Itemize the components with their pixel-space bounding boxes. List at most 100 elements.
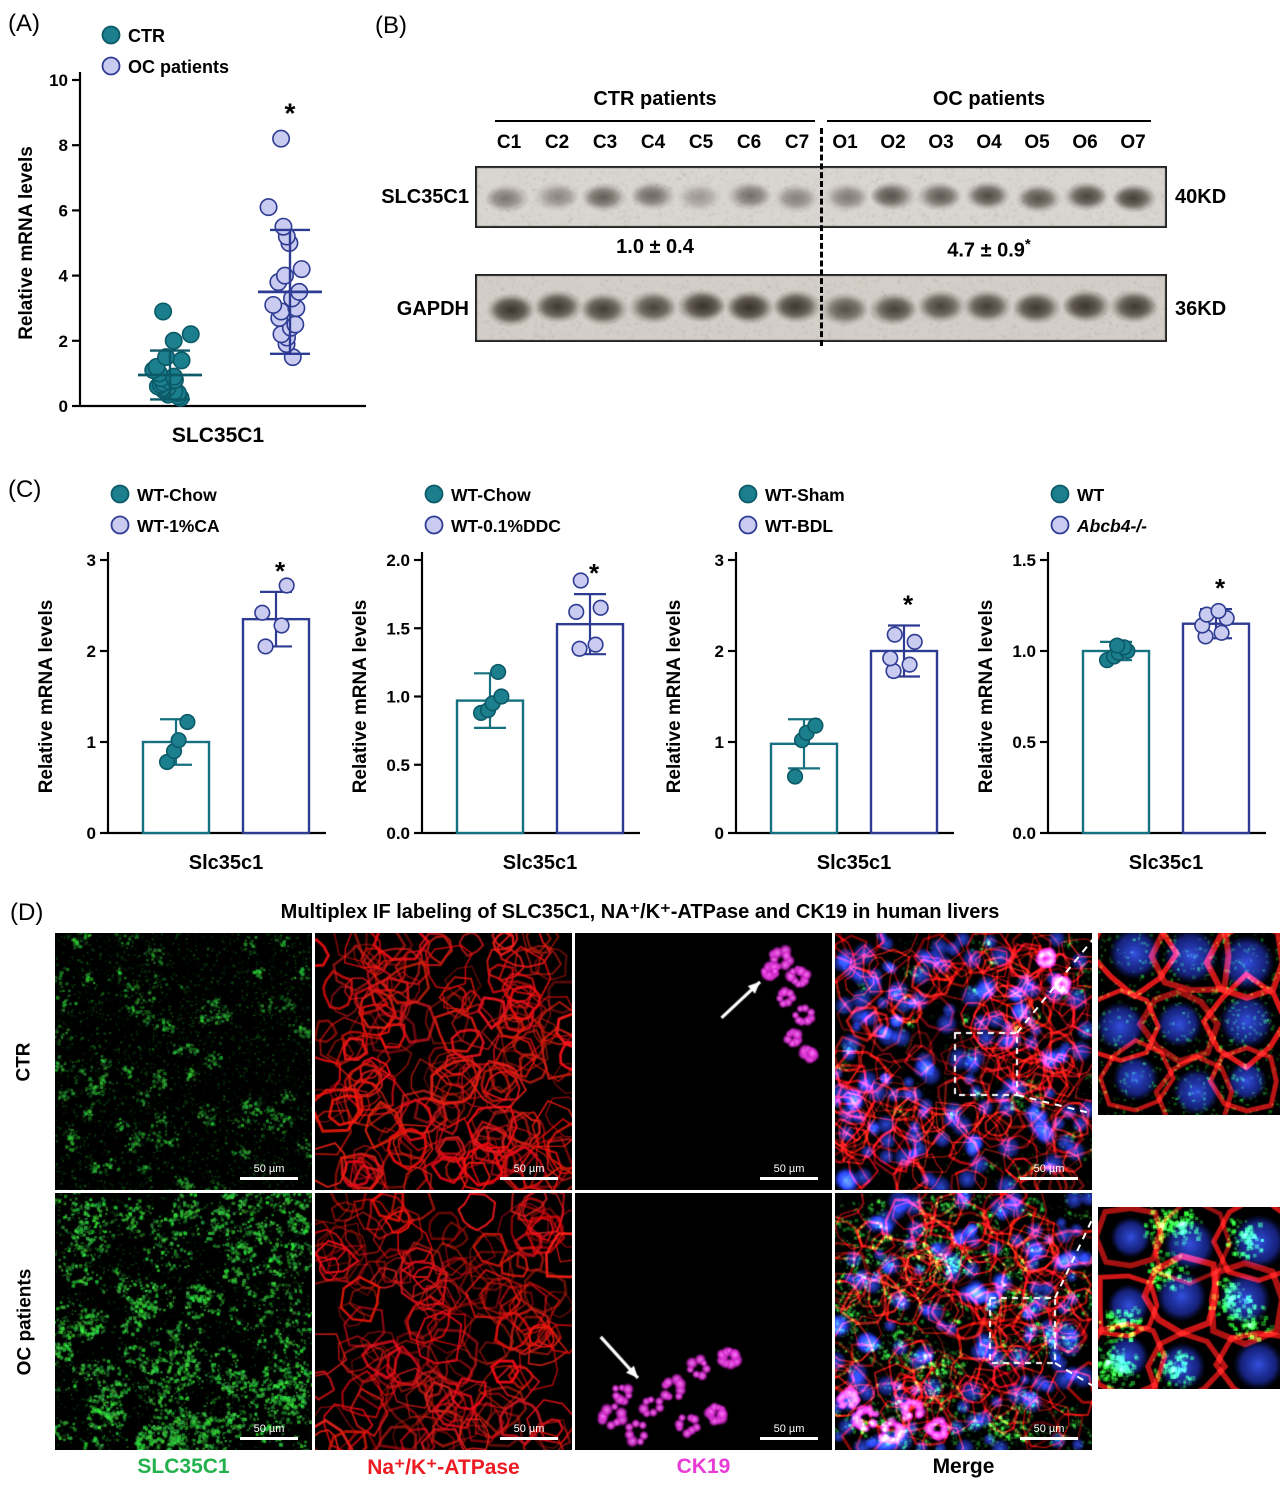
x-axis-label: Slc35c1 (503, 852, 578, 874)
data-point (882, 650, 899, 667)
legend-marker (101, 56, 121, 76)
legend-label: WT-Chow (451, 485, 531, 505)
bar-chart: WT Abcb4-/- 0.0 0.5 1.0 1.5 Relative mRNA leve… (976, 484, 1266, 874)
blot-row-label-slc35c1: SLC35C1 (381, 186, 469, 208)
legend-marker (1050, 484, 1070, 504)
legend-marker (1050, 515, 1070, 535)
panel-c-bar-charts: (C) WT-Chow WT-1%CA 0 1 2 3 Relative mRNA leve… (0, 468, 1280, 890)
data-point (807, 717, 824, 734)
bar-chart: WT-Chow WT-0.1%DDC 0.0 0.5 1.0 1.5 2.0 Relative… (350, 484, 640, 874)
scale-bar: 50 µm (240, 1163, 298, 1180)
chart-c4-abcb4: WT Abcb4-/- 0.0 0.5 1.0 1.5 Relative mRNA leve… (968, 468, 1278, 886)
x-axis-label: SLC35C1 (172, 424, 265, 447)
panel-label-a: (A) (8, 10, 40, 37)
y-tick-label: 6 (59, 201, 68, 220)
scale-bar-label: 50 µm (773, 1423, 805, 1435)
bar (869, 649, 939, 835)
row-label-text: OC patients (14, 1268, 35, 1375)
blot-mw-40kd: 40KD (1175, 186, 1227, 208)
lane-label-o2: O2 (880, 132, 906, 153)
chart-c3-bdl: WT-Sham WT-BDL 0 1 2 3 Relative mRNA levels * Sl… (656, 468, 966, 886)
data-point (592, 599, 609, 616)
scale-bar: 50 µm (760, 1163, 818, 1180)
data-point (164, 331, 183, 350)
data-point (572, 572, 589, 589)
y-tick-label: 10 (49, 71, 68, 90)
data-point (259, 198, 278, 217)
significance-star: * (1215, 573, 1226, 603)
lane-label-c3: C3 (592, 132, 618, 153)
data-point (886, 626, 903, 643)
blot-mw-36kd: 36KD (1175, 298, 1227, 320)
panel-a-scatter: (A) CTR OC patients 0 2 4 6 8 10 Relative mRNA l… (8, 8, 380, 460)
scale-bar-label: 50 µm (513, 1163, 545, 1175)
scale-bar: 50 µm (500, 1423, 558, 1440)
data-point (179, 713, 196, 731)
bar (555, 622, 625, 835)
panel-b-western-blot: (B) CTR patients OC patients C1 C2 C3 C4 C5 C… (375, 8, 1280, 438)
micrograph-canvas (835, 933, 1092, 1190)
data-point (181, 325, 200, 344)
error-bar (258, 228, 322, 356)
micrograph-canvas (315, 933, 572, 1190)
micrograph-canvas (835, 1193, 1092, 1450)
bar-chart: WT-Chow WT-1%CA 0 1 2 3 Relative mRNA levels * S… (36, 484, 326, 874)
data-point (1109, 637, 1126, 654)
if-image-ctr-merge: 50 µm (835, 933, 1092, 1190)
lane-label-o7: O7 (1120, 132, 1146, 153)
panel-label-b: (B) (375, 12, 407, 39)
data-point (1213, 624, 1230, 641)
y-tick-label: 1.0 (1012, 642, 1036, 661)
legend-label: WT-Chow (137, 485, 217, 505)
y-axis-title: Relative mRNA levels (976, 600, 997, 794)
legend-label: WT-BDL (765, 516, 833, 536)
y-tick-label: 0.5 (1012, 733, 1036, 752)
y-tick-label: 3 (715, 551, 724, 570)
blot-group-header-ctr: CTR patients (593, 88, 717, 110)
panel-label-d: (D) (10, 899, 44, 926)
lane-label-c5: C5 (688, 132, 714, 153)
lane-label-c2: C2 (544, 132, 570, 153)
data-point (571, 640, 588, 657)
x-axis-label: Slc35c1 (189, 852, 264, 874)
significance-star: * (589, 558, 600, 588)
scale-bar-line (240, 1177, 298, 1180)
data-point (1210, 602, 1227, 620)
scale-bar-label: 50 µm (1033, 1163, 1065, 1175)
legend-label: WT-0.1%DDC (451, 516, 561, 536)
blot-quantification-ctr: 1.0 ± 0.4 (495, 236, 815, 259)
y-tick-label: 8 (59, 136, 68, 155)
data-point (587, 636, 604, 653)
blot-row-label-gapdh: GAPDH (396, 298, 469, 320)
row-label-oc: OC patients (0, 1193, 50, 1450)
legend-label: OC patients (128, 57, 229, 77)
if-inset-ctr (1098, 933, 1280, 1115)
panel-d-if-images: (D) Multiplex IF labeling of SLC35C1, NA… (0, 893, 1280, 1493)
quant-significance-star: * (1024, 236, 1031, 253)
lane-label-o5: O5 (1024, 132, 1050, 153)
y-axis-title: Relative mRNA levels (664, 600, 685, 794)
y-tick-label: 2.0 (386, 551, 410, 570)
oc-group-underline (827, 120, 1151, 122)
channel-label-ck19: CK19 (676, 1455, 731, 1478)
lane-label-c1: C1 (496, 132, 522, 153)
micrograph-canvas (575, 1193, 832, 1450)
micrograph-canvas (575, 933, 832, 1190)
y-tick-label: 4 (59, 267, 69, 286)
scale-bar-label: 50 µm (513, 1423, 545, 1435)
data-point (154, 302, 173, 321)
y-tick-label: 0 (715, 824, 724, 843)
if-image-oc-ck19: 50 µm (575, 1193, 832, 1450)
legend-marker (110, 515, 130, 535)
bar-chart: WT-Sham WT-BDL 0 1 2 3 Relative mRNA levels * Sl… (664, 484, 954, 874)
data-point (278, 577, 295, 594)
y-tick-label: 0 (59, 397, 68, 416)
if-image-oc-atpase: 50 µm (315, 1193, 572, 1450)
y-axis-title: Relative mRNA levels (36, 600, 57, 794)
significance-star: * (903, 590, 914, 620)
y-tick-label: 0.0 (1012, 824, 1036, 843)
y-tick-label: 1.5 (1012, 551, 1036, 570)
legend-label: WT (1077, 485, 1105, 505)
legend-label: WT-Sham (765, 485, 845, 505)
